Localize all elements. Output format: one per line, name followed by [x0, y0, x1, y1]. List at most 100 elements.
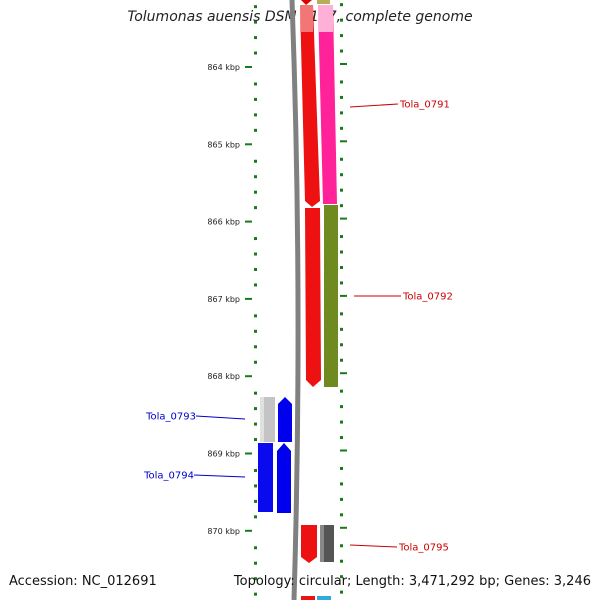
ruler-minor-tick	[340, 49, 343, 53]
gene-tola-0791	[318, 5, 337, 204]
ruler-minor-tick	[254, 128, 257, 132]
ruler-label: 864 kbp	[207, 63, 240, 72]
ruler-minor-tick	[340, 235, 343, 239]
reverse-features	[258, 397, 292, 513]
ruler-minor-tick	[254, 314, 257, 318]
ruler-minor-tick	[340, 436, 343, 440]
gene-label-leader	[349, 103, 399, 108]
gene-label-leader	[193, 474, 246, 478]
ruler-minor-tick	[254, 577, 257, 581]
ruler-minor-tick	[254, 237, 257, 241]
ruler-minor-tick	[254, 36, 257, 40]
gene-label-leader	[349, 544, 398, 548]
ruler-minor-tick	[340, 265, 343, 269]
feature-segment-olive-top	[317, 0, 330, 4]
ruler-minor-tick	[254, 206, 257, 210]
genome-backbone	[289, 0, 301, 600]
cds-tola-0795	[301, 525, 317, 563]
ruler-minor-tick	[340, 327, 343, 331]
gene-label[interactable]: Tola_0795	[398, 543, 449, 554]
cds-tola-0791	[300, 5, 320, 207]
ruler-minor-tick	[340, 250, 343, 254]
ruler-minor-tick	[254, 5, 257, 9]
ruler-minor-tick	[340, 80, 343, 84]
gene-label[interactable]: Tola_0792	[402, 292, 453, 303]
ruler-minor-tick	[340, 482, 343, 486]
topology-text: Topology: circular; Length: 3,471,292 bp…	[233, 574, 591, 589]
ruler-minor-tick	[254, 360, 257, 364]
ruler-minor-tick	[254, 252, 257, 256]
ruler-minor-tick	[254, 484, 257, 488]
ruler-minor-tick	[254, 546, 257, 550]
ruler-minor-tick	[340, 343, 343, 347]
ruler-minor-tick	[254, 345, 257, 349]
gene-label[interactable]: Tola_0793	[145, 412, 196, 423]
ruler-minor-tick	[254, 283, 257, 287]
ruler-minor-tick	[340, 95, 343, 99]
cds-tola-0794	[277, 443, 291, 513]
ruler-minor-tick	[340, 157, 343, 161]
ruler-minor-tick	[254, 267, 257, 271]
ruler-minor-tick	[340, 389, 343, 393]
gene-tola-0794-block	[258, 443, 273, 512]
forward-features	[300, 0, 338, 600]
cds-tola-0793	[278, 397, 292, 442]
ruler-minor-tick	[340, 18, 343, 22]
ruler-ticks	[245, 63, 347, 532]
ruler-minor-tick	[340, 405, 343, 409]
ruler-minor-tick	[340, 358, 343, 362]
ruler-label: 869 kbp	[207, 450, 240, 459]
cds-tola-0792	[305, 208, 321, 387]
gene-labels: Tola_0791 Tola_0792 Tola_0793 Tola_0794 Tola…	[143, 100, 453, 554]
ruler-minor-tick	[254, 592, 257, 596]
ruler-minor-tick	[254, 159, 257, 163]
accession-text: Accession: NC_012691	[9, 574, 157, 589]
ruler-minor-tick	[254, 515, 257, 519]
ruler-minor-tick	[340, 204, 343, 208]
ruler-minor-tick	[340, 281, 343, 285]
ruler-minor-tick	[254, 329, 257, 333]
ruler-label: 867 kbp	[207, 295, 240, 304]
ruler-labels: 864 kbp 865 kbp 866 kbp 867 kbp 868 kbp 869 k…	[207, 63, 240, 536]
ruler-minor-tick	[340, 312, 343, 316]
ruler-minor-tick	[340, 575, 343, 579]
ruler-minor-tick	[254, 422, 257, 426]
ruler-minor-tick	[254, 438, 257, 442]
ruler-minor-tick	[254, 175, 257, 179]
ruler-minor-tick	[340, 111, 343, 115]
ruler-minor-tick	[254, 561, 257, 565]
ruler-minor-tick	[254, 499, 257, 503]
gene-label[interactable]: Tola_0794	[143, 471, 194, 482]
ruler-minor-tick	[340, 497, 343, 501]
ruler-minor-tick	[254, 391, 257, 395]
feature-segment-red-top	[301, 0, 312, 5]
ruler-minor-tick	[254, 51, 257, 55]
ruler-minor-tick	[254, 20, 257, 24]
ruler-minor-tick	[340, 188, 343, 192]
ruler-minor-tick	[340, 126, 343, 130]
ruler-label: 866 kbp	[207, 218, 240, 227]
ruler-label: 868 kbp	[207, 372, 240, 381]
ruler-minor-tick	[254, 190, 257, 194]
ruler-minor-tick	[254, 468, 257, 472]
ruler-minor-tick	[340, 590, 343, 594]
ruler-minor-tick	[340, 420, 343, 424]
gene-label-leader	[195, 415, 246, 420]
ruler-minor-tick	[340, 34, 343, 38]
ruler-label: 865 kbp	[207, 140, 240, 149]
ruler-minor-tick	[340, 513, 343, 517]
ruler-minor-tick	[254, 113, 257, 117]
ruler-label: 870 kbp	[207, 527, 240, 536]
ruler-minor-tick	[254, 407, 257, 411]
minor-tick-dots	[254, 3, 343, 596]
ruler-minor-tick	[340, 559, 343, 563]
ruler-minor-tick	[340, 173, 343, 177]
ruler-minor-tick	[340, 466, 343, 470]
gene-label[interactable]: Tola_0791	[399, 100, 450, 111]
ruler-minor-tick	[254, 82, 257, 86]
ruler-minor-tick	[340, 3, 343, 7]
ruler-minor-tick	[254, 97, 257, 101]
ruler-minor-tick	[340, 544, 343, 548]
gene-tola-0792	[324, 205, 338, 387]
